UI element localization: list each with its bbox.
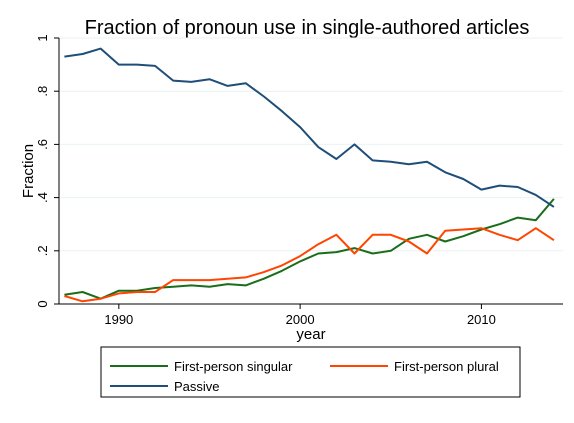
legend-label-1: First-person singular xyxy=(174,359,293,374)
series-line-3 xyxy=(64,47,555,208)
legend-label-3: Passive xyxy=(174,379,220,394)
y-tick-label: .2 xyxy=(35,245,50,256)
series-line-2 xyxy=(64,227,555,303)
x-axis-label: year xyxy=(296,326,325,343)
y-tick-label: .4 xyxy=(35,192,50,203)
x-tick-label: 2000 xyxy=(286,312,315,327)
legend-label-2: First-person plural xyxy=(394,359,499,374)
series-line-1 xyxy=(64,198,555,300)
x-tick-label: 1990 xyxy=(104,312,133,327)
y-tick-label: 1 xyxy=(35,34,50,41)
y-axis-label: Fraction xyxy=(20,144,37,198)
y-tick-label: .6 xyxy=(35,139,50,150)
y-tick-label: .8 xyxy=(35,86,50,97)
series-lines xyxy=(64,47,555,303)
y-axis-ticks: 0 .2 .4 .6 .8 1 xyxy=(35,34,59,308)
legend-box xyxy=(100,346,521,398)
legend: First-person singular First-person plural… xyxy=(100,346,521,398)
x-tick-label: 2010 xyxy=(467,312,496,327)
chart-title: Fraction of pronoun use in single-author… xyxy=(85,17,530,39)
y-tick-label: 0 xyxy=(35,300,50,307)
gridlines xyxy=(59,37,563,252)
plot-area xyxy=(59,38,563,304)
x-axis-ticks: 1990 2000 2010 xyxy=(104,304,496,327)
